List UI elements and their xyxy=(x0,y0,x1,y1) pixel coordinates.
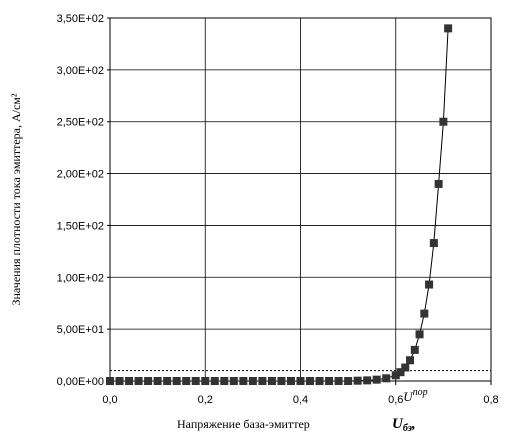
data-point xyxy=(201,377,210,385)
y-tick-label: 2,50E+02 xyxy=(57,117,104,129)
data-point xyxy=(425,280,434,289)
data-points xyxy=(106,24,453,385)
data-point xyxy=(391,371,400,380)
data-point xyxy=(286,377,295,385)
data-point xyxy=(410,345,419,354)
data-point xyxy=(153,377,162,385)
data-point xyxy=(406,356,415,365)
data-point xyxy=(439,117,448,126)
y-tick-labels: 0,00E+00 5,00E+01 1,00E+02 1,50E+02 2,00E+02… xyxy=(57,13,110,388)
data-point xyxy=(115,377,124,385)
gridlines xyxy=(110,18,491,381)
data-point xyxy=(382,374,391,383)
data-point xyxy=(296,377,305,385)
data-point xyxy=(306,377,315,385)
data-point xyxy=(182,377,191,385)
y-tick-label: 3,50E+02 xyxy=(57,13,104,25)
y-axis-title: Значения плотности тока эмиттера, А/см² xyxy=(9,93,23,305)
data-point xyxy=(363,376,372,385)
data-point xyxy=(144,377,153,385)
data-point xyxy=(172,377,181,385)
x-tick-label: 0,0 xyxy=(102,394,117,406)
x-axis-symbol-main: U xyxy=(392,416,404,432)
x-tick-label: 0,8 xyxy=(483,394,498,406)
data-point xyxy=(277,377,286,385)
data-point xyxy=(248,377,257,385)
data-point xyxy=(239,377,248,385)
data-point xyxy=(434,179,443,188)
data-point xyxy=(415,330,424,339)
data-point xyxy=(229,377,238,385)
data-point xyxy=(315,377,324,385)
data-point xyxy=(210,377,219,385)
x-axis-symbol-sub: бэ xyxy=(403,423,412,434)
data-point xyxy=(106,377,114,385)
y-tick-label: 5,00E+01 xyxy=(57,324,104,336)
data-point xyxy=(401,363,410,372)
x-tick-label: 0,4 xyxy=(293,394,308,406)
data-point xyxy=(344,377,353,385)
data-point xyxy=(334,377,343,385)
x-tick-labels: 0,0 0,2 0,4 0,6 0,8 xyxy=(102,381,499,406)
threshold-annotation: Uпор xyxy=(403,387,427,404)
data-point xyxy=(372,375,381,384)
data-point xyxy=(134,377,143,385)
data-point xyxy=(258,377,267,385)
data-point xyxy=(325,377,334,385)
y-tick-label: 3,00E+02 xyxy=(57,65,104,77)
x-axis-symbol: Uбэ, xyxy=(392,416,416,434)
data-point xyxy=(353,376,362,385)
data-point xyxy=(396,368,405,377)
data-point xyxy=(220,377,229,385)
x-tick-label: 0,2 xyxy=(198,394,213,406)
data-point xyxy=(125,377,134,385)
data-point xyxy=(163,377,172,385)
threshold-annotation-main: U xyxy=(403,389,414,404)
y-tick-label: 1,50E+02 xyxy=(57,220,104,232)
y-tick-label: 0,00E+00 xyxy=(57,376,104,388)
data-point xyxy=(420,309,429,318)
data-point xyxy=(267,377,276,385)
data-point xyxy=(429,239,438,248)
y-tick-label: 2,00E+02 xyxy=(57,169,104,181)
threshold-annotation-sub: пор xyxy=(413,387,428,398)
data-point xyxy=(191,377,200,385)
x-axis-symbol-suffix: , xyxy=(411,416,416,432)
x-axis-title: Напряжение база-эмиттер xyxy=(177,417,310,431)
y-tick-label: 1,00E+02 xyxy=(57,272,104,284)
data-point xyxy=(444,24,453,33)
x-tick-label: 0,6 xyxy=(388,394,403,406)
